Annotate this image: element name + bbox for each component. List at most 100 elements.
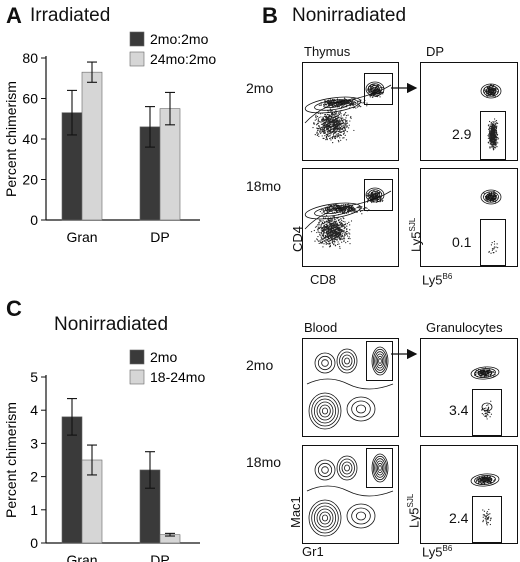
flow-dot [349, 105, 351, 107]
flow-dot [346, 126, 348, 128]
flow-dot [342, 117, 344, 119]
flow-dot [485, 416, 488, 418]
flow-contour [488, 88, 494, 94]
flow-dot [325, 238, 327, 240]
flow-dot [495, 145, 497, 147]
flow-dot [314, 240, 316, 242]
flow-dot [356, 106, 359, 108]
flow-dot [326, 128, 328, 131]
flow-dot [337, 140, 340, 142]
flow-dot [326, 233, 328, 235]
flow-dot [317, 125, 320, 127]
flow-dot [362, 208, 365, 210]
flow-dot [327, 222, 329, 224]
flow-dot [324, 207, 326, 210]
flow-dot [339, 100, 341, 102]
legend-label: 24mo:2mo [150, 51, 216, 67]
flow-dot [495, 139, 497, 141]
flow-dot [331, 237, 334, 239]
flow-dot [493, 247, 495, 249]
flow-dot [339, 130, 341, 132]
flow-dot [328, 114, 330, 116]
flow-dot [333, 135, 335, 137]
flow-dot [329, 229, 332, 231]
flow-dot [353, 104, 355, 106]
flow-dot [316, 132, 318, 134]
flow-dot [328, 209, 330, 212]
flow-dot [346, 104, 348, 106]
flow-dot [347, 237, 349, 240]
flow-dot [338, 117, 340, 119]
flow-dot [329, 129, 331, 132]
flow-dot [351, 101, 353, 103]
flow-dot [476, 479, 478, 481]
flow-dot [338, 210, 341, 212]
flow-dot [494, 143, 497, 145]
flow-dot [494, 138, 496, 141]
flow-dot [492, 139, 494, 141]
flow-contour [355, 404, 367, 414]
flow-dot [338, 131, 341, 133]
flow-dot [332, 123, 334, 125]
flow-dot [341, 237, 343, 240]
flow-dot [330, 118, 332, 120]
flow-dot [332, 235, 334, 237]
flow-dot [323, 226, 325, 228]
flow-dot [325, 226, 327, 228]
flow-dot [328, 131, 330, 133]
flow-dot [335, 128, 337, 130]
flow-dot [490, 372, 492, 374]
flow-dot [320, 224, 322, 226]
flow-dot [357, 206, 360, 208]
flow-dot [485, 518, 487, 520]
flow-dot [490, 244, 493, 246]
flow-dot [320, 236, 322, 238]
flow-dot [322, 117, 324, 119]
flow-dot [336, 239, 338, 241]
flow-dot [321, 226, 324, 229]
flow-dot [379, 87, 382, 89]
flow-dot [325, 113, 327, 116]
flow-dot [316, 231, 318, 234]
flow-dot [334, 121, 336, 123]
flow-dot [483, 514, 485, 516]
flow-dot [493, 146, 495, 148]
flow-dot [331, 218, 333, 221]
flow-dot [329, 125, 331, 127]
flow-dot [319, 121, 321, 123]
flow-dot [317, 129, 319, 132]
flow-dot [335, 127, 337, 129]
flow-dot [342, 101, 345, 104]
flow-contour [372, 455, 388, 481]
flow-dot [328, 224, 330, 226]
flow-dot [331, 204, 333, 206]
flow-dot [493, 123, 495, 126]
flow-dot [324, 102, 326, 104]
flow-contour [317, 355, 333, 371]
y-tick-label: 5 [30, 369, 38, 385]
flow-dot [338, 135, 340, 137]
legend-swatch [129, 369, 145, 385]
flow-contour [477, 476, 493, 484]
flow-dot [335, 230, 337, 232]
flow-dot [321, 222, 323, 224]
flow-dot [318, 104, 320, 106]
flow-dot [344, 103, 346, 105]
flow-dot [349, 229, 351, 231]
flow-dot [336, 136, 338, 138]
gran-ly5-gate-18mo [472, 496, 502, 543]
flow-dot [487, 514, 489, 516]
flow-dot [324, 129, 326, 132]
flow-dot [335, 225, 338, 227]
flow-dot [492, 143, 494, 145]
flow-dot [333, 229, 336, 231]
flow-dot [332, 117, 334, 119]
flow-dot [329, 207, 331, 209]
flow-dot [340, 115, 342, 117]
flow-dot [334, 128, 336, 130]
y-tick-label: 40 [22, 131, 38, 147]
flow-dot [479, 479, 481, 481]
flow-dot [493, 141, 495, 144]
gran-value-18mo: 2.4 [449, 510, 469, 526]
